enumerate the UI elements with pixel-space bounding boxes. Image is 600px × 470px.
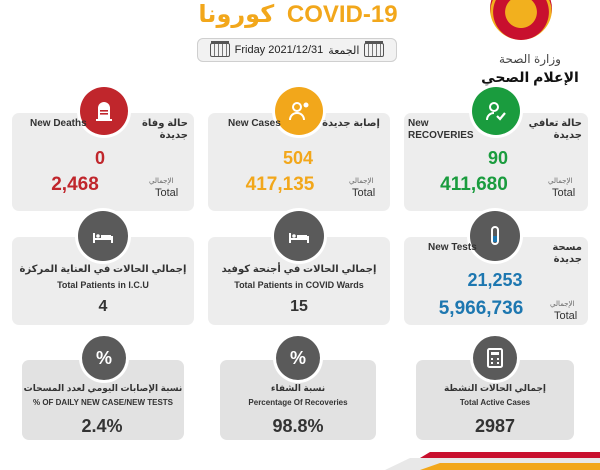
deaths-label-ar: حالة وفاة جديدة [142, 118, 188, 141]
icu-label-en: Total Patients in I.C.U [57, 280, 149, 290]
tests-total-ar: الإجمالي [550, 301, 575, 308]
active-value: 2987 [474, 416, 516, 436]
calendar-icon [209, 41, 230, 57]
test-tube-icon [470, 211, 520, 261]
title-arabic: كورونا [198, 1, 275, 28]
recoveries-label-en: New RECOVERIES [408, 118, 474, 141]
recoveries-label-ar: حالة تعافي جديدة [528, 118, 582, 141]
wards-value: 15 [290, 298, 308, 315]
cases-label-ar: إصابة جديدة [322, 118, 380, 129]
active-label-ar: إجمالي الحالات النشطة [443, 383, 547, 393]
daily-pct-label-en: % OF DAILY NEW CASE/NEW TESTS [32, 398, 173, 407]
icu-label-ar: إجمالي الحالات في العناية المركزة [19, 264, 187, 275]
recoveries-total: 411,680 [440, 174, 508, 195]
tests-label-ar: مسحة جديدة [552, 242, 582, 265]
hospital-bed-icon [274, 211, 324, 261]
recovery-pct-label-en: Percentage Of Recoveries [248, 398, 348, 407]
virus-person-icon [275, 87, 323, 135]
percent-icon: % [276, 336, 320, 380]
deaths-label-en: New Deaths [30, 118, 87, 129]
tombstone-icon [80, 87, 128, 135]
icu-value: 4 [98, 298, 108, 315]
date-bar: Friday 2021/12/31 الجمعة [197, 38, 397, 62]
tests-label-en: New Tests [428, 242, 477, 253]
deaths-total-en: Total [155, 187, 179, 199]
wards-label-en: Total Patients in COVID Wards [234, 280, 364, 290]
hospital-bed-icon [78, 211, 128, 261]
health-media-label: الإعلام الصحي [481, 69, 579, 85]
page-title: كورونا COVID-19 [168, 0, 428, 30]
cases-value: 504 [282, 148, 314, 168]
calendar-icon [364, 41, 385, 57]
cases-total-en: Total [352, 187, 376, 199]
cases-label-en: New Cases [228, 118, 281, 129]
recoveries-total-ar: الإجمالي [548, 178, 573, 185]
ministry-logo [490, 0, 552, 40]
calculator-icon [473, 336, 517, 380]
deaths-total-ar: الإجمالي [149, 178, 174, 185]
tests-total-en: Total [554, 310, 578, 322]
daily-pct-value: 2.4% [81, 416, 123, 436]
ministry-name: وزارة الصحة [499, 52, 561, 66]
title-english: COVID-19 [286, 1, 398, 28]
wards-label-ar: إجمالي الحالات في أجنحة كوفيد [221, 264, 377, 275]
deaths-value: 0 [94, 148, 105, 168]
recovery-pct-value: 98.8% [272, 416, 324, 436]
recoveries-total-en: Total [552, 187, 576, 199]
cases-total: 417,135 [245, 174, 315, 195]
footer-band [385, 452, 600, 470]
percent-icon: % [82, 336, 126, 380]
recovery-pct-label-ar: نسبة الشفاء [270, 383, 326, 393]
recovered-person-icon [472, 87, 520, 135]
tests-total: 5,966,736 [438, 298, 524, 319]
daily-pct-label-ar: نسبة الإصابات اليومي لعدد المسحات [23, 383, 183, 393]
deaths-total: 2,468 [51, 174, 99, 195]
date-text: Friday 2021/12/31 [234, 44, 324, 56]
cases-total-ar: الإجمالي [349, 178, 374, 185]
day-arabic: الجمعة [328, 44, 360, 57]
active-label-en: Total Active Cases [459, 398, 531, 407]
tests-value: 21,253 [467, 270, 523, 290]
recoveries-value: 90 [487, 148, 509, 168]
